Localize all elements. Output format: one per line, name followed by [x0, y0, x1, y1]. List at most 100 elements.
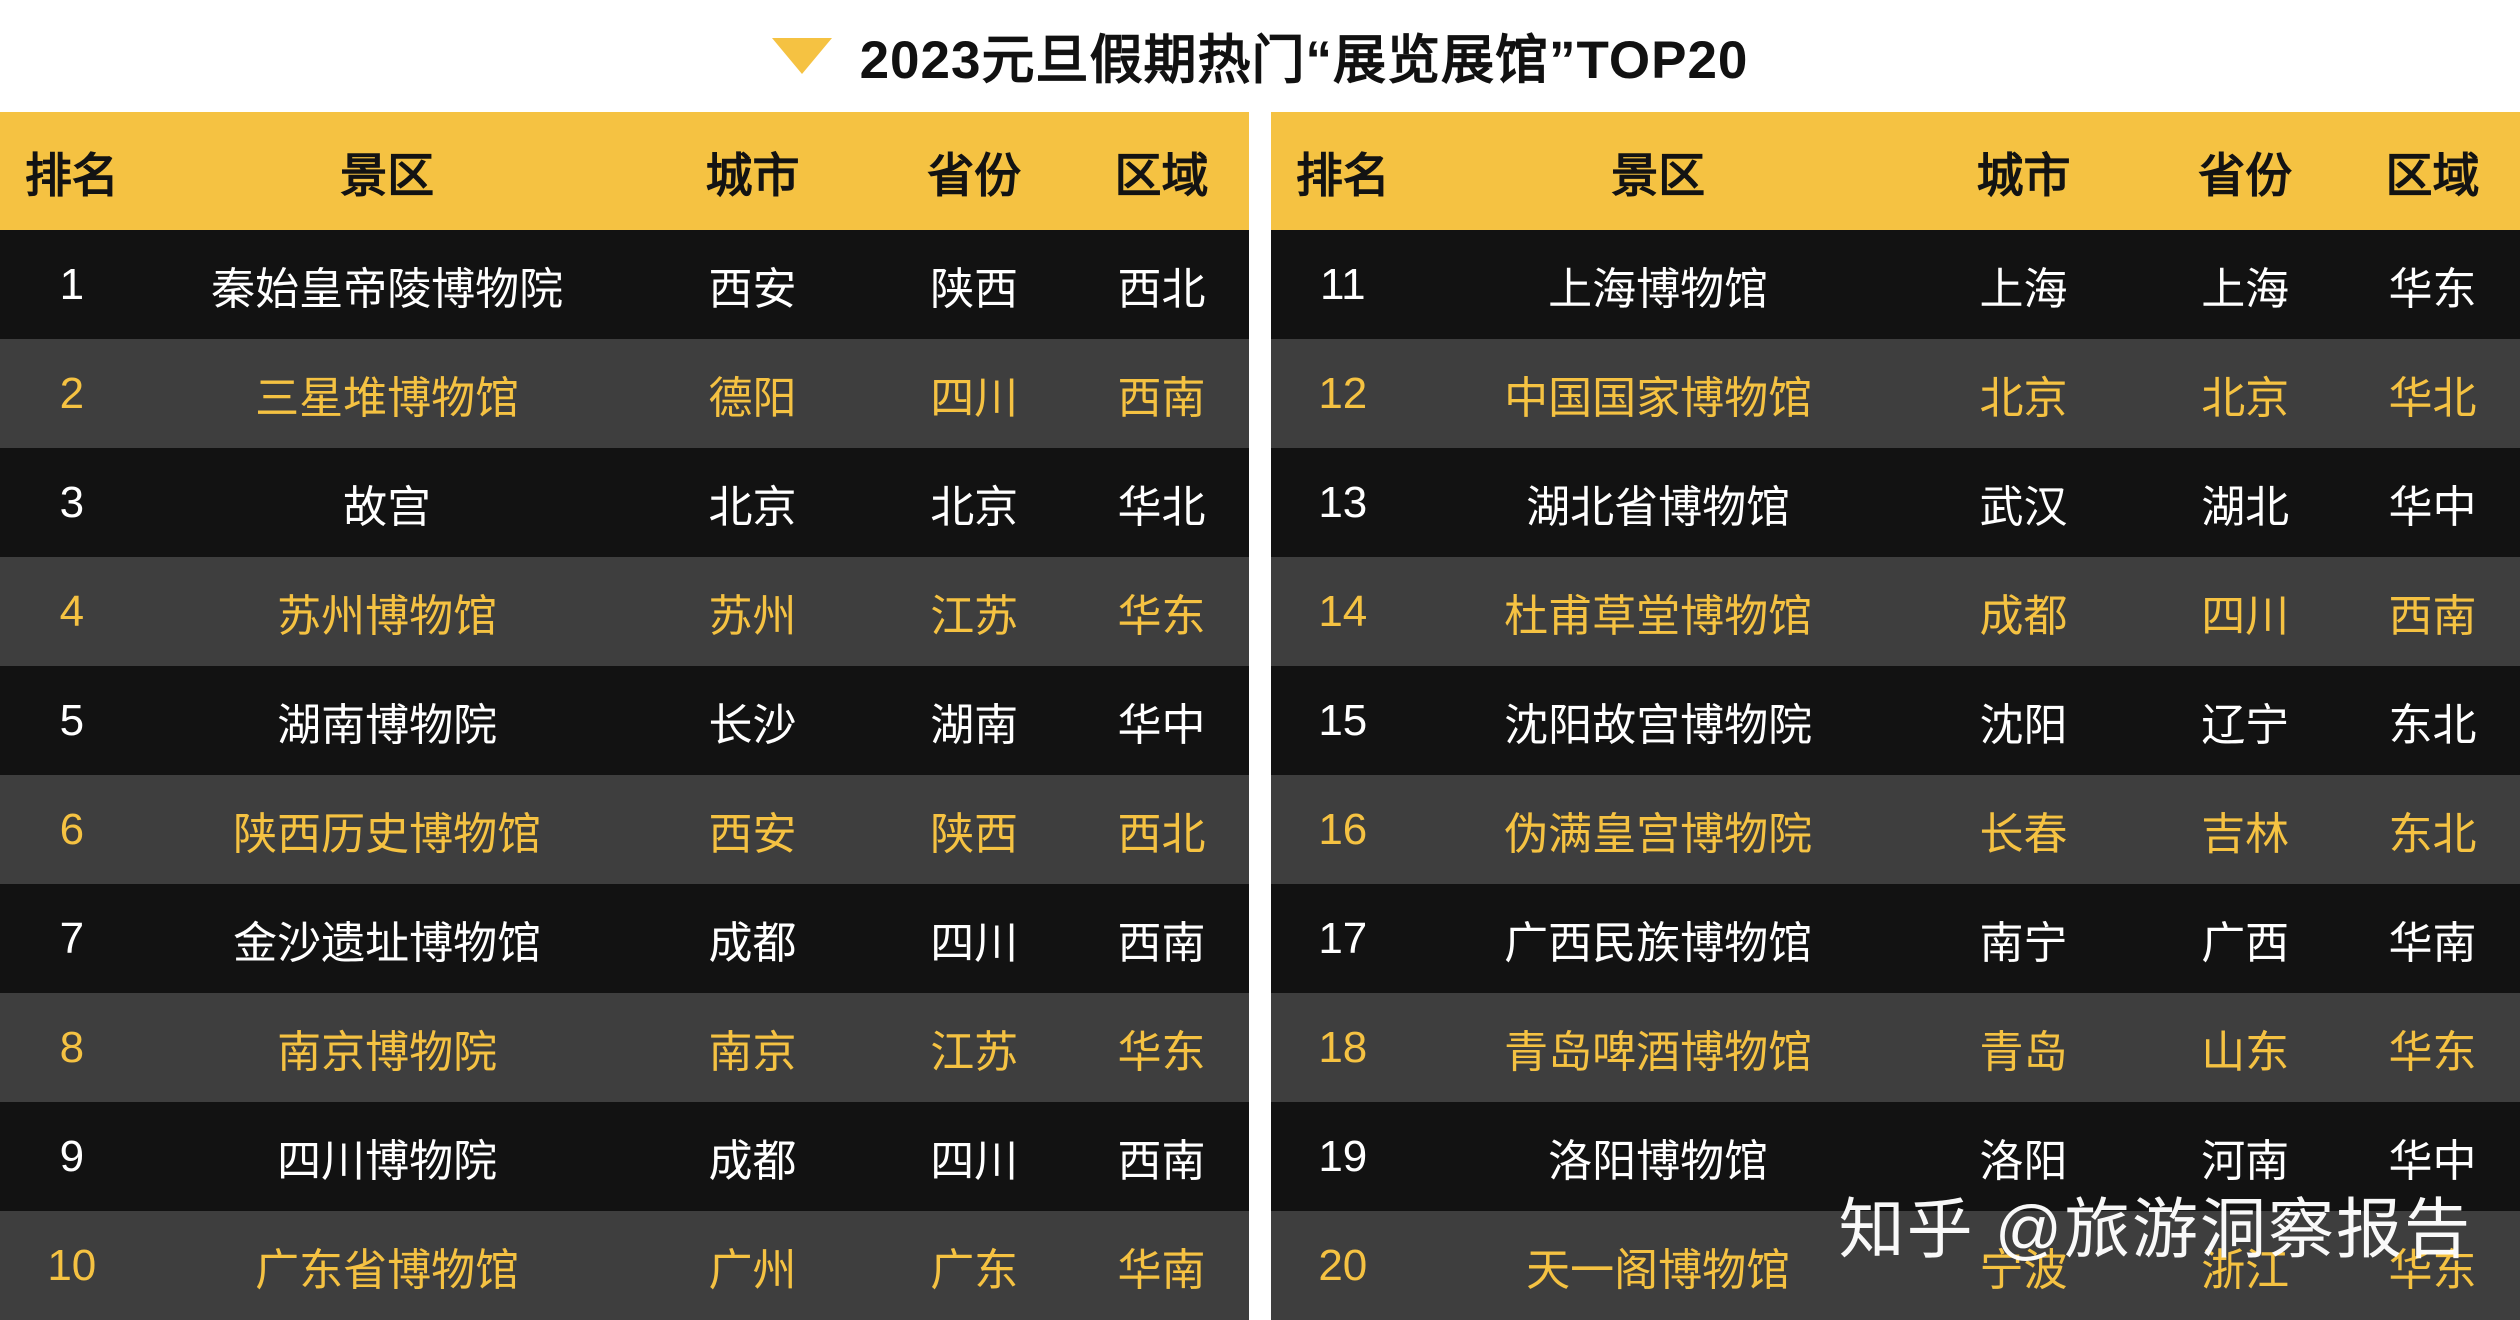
cell-province: 山东 — [2201, 1027, 2290, 1077]
table-row: 18 青岛啤酒博物馆 青岛 山东 华东 — [1271, 993, 2520, 1102]
column-header-rank: 排名 — [1271, 112, 1415, 230]
cell-rank: 18 — [1318, 1022, 1368, 1072]
cell-province: 吉林 — [2201, 809, 2290, 859]
cell-scenic-area: 秦始皇帝陵博物院 — [211, 264, 564, 314]
cell-region: 华中 — [2388, 482, 2477, 532]
column-header-rank: 排名 — [0, 112, 144, 230]
cell-region: 华东 — [1117, 591, 1206, 641]
cell-city: 长春 — [1979, 809, 2068, 859]
cell-rank: 9 — [59, 1131, 85, 1181]
cell-city: 成都 — [708, 1136, 797, 1186]
triangle-down-icon — [771, 38, 832, 74]
cell-scenic-area: 四川博物院 — [277, 1136, 498, 1186]
tables-container: 排名 景区 城市 省份 区域 1 秦始皇帝陵博物院 西安 陕西 西北 2 三星堆博物馆 德阳 四川 西南 3 故… — [0, 112, 2520, 1320]
cell-city: 武汉 — [1979, 482, 2068, 532]
cell-rank: 14 — [1318, 586, 1368, 636]
cell-region: 西南 — [1117, 1136, 1206, 1186]
cell-province: 陕西 — [930, 264, 1019, 314]
column-header-region: 区域 — [2345, 112, 2520, 230]
table-row: 11 上海博物馆 上海 上海 华东 — [1271, 230, 2520, 339]
cell-city: 南宁 — [1979, 918, 2068, 968]
cell-region: 华东 — [2388, 1245, 2477, 1295]
cell-region: 华北 — [1117, 482, 1206, 532]
cell-scenic-area: 沈阳故宫博物院 — [1504, 700, 1813, 750]
table-row: 5 湖南博物院 长沙 湖南 华中 — [0, 666, 1249, 775]
cell-region: 华中 — [1117, 700, 1206, 750]
table-row: 19 洛阳博物馆 洛阳 河南 华中 — [1271, 1102, 2520, 1211]
table-row: 3 故宫 北京 北京 华北 — [0, 448, 1249, 557]
column-header-province: 省份 — [2145, 112, 2346, 230]
cell-rank: 12 — [1318, 368, 1368, 418]
table-row: 4 苏州博物馆 苏州 江苏 华东 — [0, 557, 1249, 666]
cell-province: 江苏 — [930, 1027, 1019, 1077]
table-row: 17 广西民族博物馆 南宁 广西 华南 — [1271, 884, 2520, 993]
cell-scenic-area: 湖北省博物馆 — [1526, 482, 1791, 532]
cell-rank: 13 — [1318, 477, 1368, 527]
cell-rank: 20 — [1318, 1240, 1368, 1290]
table-row: 2 三星堆博物馆 德阳 四川 西南 — [0, 339, 1249, 448]
table-row: 6 陕西历史博物馆 西安 陕西 西北 — [0, 775, 1249, 884]
cell-rank: 4 — [59, 586, 85, 636]
cell-city: 成都 — [708, 918, 797, 968]
cell-region: 华中 — [2388, 1136, 2477, 1186]
cell-province: 北京 — [2201, 373, 2290, 423]
cell-rank: 6 — [59, 804, 85, 854]
cell-city: 长沙 — [708, 700, 797, 750]
cell-scenic-area: 三星堆博物馆 — [255, 373, 520, 423]
cell-province: 江苏 — [930, 591, 1019, 641]
cell-rank: 19 — [1318, 1131, 1368, 1181]
cell-scenic-area: 湖南博物院 — [277, 700, 498, 750]
cell-scenic-area: 陕西历史博物馆 — [233, 809, 542, 859]
cell-region: 华北 — [2388, 373, 2477, 423]
column-header-scenic-area: 景区 — [1414, 112, 1902, 230]
cell-province: 四川 — [930, 1136, 1019, 1186]
cell-region: 西南 — [1117, 918, 1206, 968]
cell-scenic-area: 故宫 — [343, 482, 432, 532]
column-header-city: 城市 — [630, 112, 875, 230]
table-row: 7 金沙遗址博物馆 成都 四川 西南 — [0, 884, 1249, 993]
cell-scenic-area: 广东省博物馆 — [255, 1245, 520, 1295]
cell-rank: 10 — [47, 1240, 97, 1290]
rank-table-left: 排名 景区 城市 省份 区域 1 秦始皇帝陵博物院 西安 陕西 西北 2 三星堆博物馆 德阳 四川 西南 3 故… — [0, 112, 1249, 1320]
cell-rank: 16 — [1318, 804, 1368, 854]
cell-city: 广州 — [708, 1245, 797, 1295]
table-row: 13 湖北省博物馆 武汉 湖北 华中 — [1271, 448, 2520, 557]
cell-scenic-area: 洛阳博物馆 — [1548, 1136, 1769, 1186]
table-row: 9 四川博物院 成都 四川 西南 — [0, 1102, 1249, 1211]
cell-region: 西南 — [1117, 373, 1206, 423]
cell-province: 四川 — [930, 373, 1019, 423]
cell-province: 湖北 — [2201, 482, 2290, 532]
cell-province: 浙江 — [2201, 1245, 2290, 1295]
cell-region: 华南 — [1117, 1245, 1206, 1295]
table-row: 15 沈阳故宫博物院 沈阳 辽宁 东北 — [1271, 666, 2520, 775]
table-row: 14 杜甫草堂博物馆 成都 四川 西南 — [1271, 557, 2520, 666]
cell-province: 上海 — [2201, 264, 2290, 314]
cell-city: 成都 — [1979, 591, 2068, 641]
table-row: 1 秦始皇帝陵博物院 西安 陕西 西北 — [0, 230, 1249, 339]
page-title: 2023元旦假期热门“展览展馆”TOP20 — [859, 31, 1749, 90]
cell-city: 苏州 — [708, 591, 797, 641]
cell-city: 沈阳 — [1979, 700, 2068, 750]
cell-rank: 8 — [59, 1022, 85, 1072]
cell-region: 东北 — [2388, 700, 2477, 750]
cell-city: 上海 — [1979, 264, 2068, 314]
cell-province: 湖南 — [930, 700, 1019, 750]
cell-province: 辽宁 — [2201, 700, 2290, 750]
cell-region: 华东 — [2388, 1027, 2477, 1077]
cell-province: 陕西 — [930, 809, 1019, 859]
cell-region: 西北 — [1117, 264, 1206, 314]
cell-rank: 7 — [59, 913, 85, 963]
cell-province: 河南 — [2201, 1136, 2290, 1186]
cell-rank: 2 — [59, 368, 85, 418]
cell-city: 北京 — [708, 482, 797, 532]
rank-table-right: 排名 景区 城市 省份 区域 11 上海博物馆 上海 上海 华东 12 中国国家博物馆 北京 北京 华北 13… — [1271, 112, 2520, 1320]
cell-scenic-area: 天一阁博物馆 — [1526, 1245, 1791, 1295]
cell-city: 北京 — [1979, 373, 2068, 423]
table-row: 20 天一阁博物馆 宁波 浙江 华东 — [1271, 1211, 2520, 1320]
cell-city: 宁波 — [1979, 1245, 2068, 1295]
cell-province: 广东 — [930, 1245, 1019, 1295]
column-header-city: 城市 — [1901, 112, 2146, 230]
cell-city: 德阳 — [708, 373, 797, 423]
cell-scenic-area: 广西民族博物馆 — [1504, 918, 1813, 968]
column-header-province: 省份 — [874, 112, 1075, 230]
